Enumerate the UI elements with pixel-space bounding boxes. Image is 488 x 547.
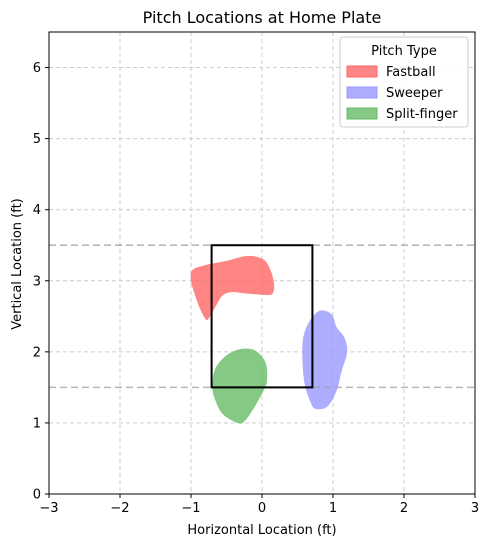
density-region-split-finger [212,348,268,424]
chart-title: Pitch Locations at Home Plate [143,8,382,27]
legend-label-sweeper: Sweeper [386,86,443,101]
x-tick-label: 0 [258,501,266,516]
y-axis-label: Vertical Location (ft) [10,198,25,330]
legend-label-split-finger: Split-finger [386,107,458,122]
y-tick-label: 3 [33,274,41,289]
legend-label-fastball: Fastball [386,65,436,80]
x-tick-label: 3 [471,501,479,516]
axis-ticks: −3 −2 −1 0 1 2 3 0 1 2 3 4 5 6 [33,61,479,516]
y-tick-label: 5 [33,132,41,147]
x-tick-label: −1 [181,501,200,516]
y-tick-label: 4 [33,203,41,218]
legend-box [339,36,469,128]
x-tick-label: −3 [39,501,58,516]
legend-title: Pitch Type [371,44,437,59]
density-region-sweeper [302,310,348,410]
y-tick-label: 0 [33,488,41,503]
y-tick-label: 1 [33,416,41,431]
legend-swatch-split-finger [346,107,378,120]
density-region-fastball [190,255,275,321]
legend-swatch-fastball [346,65,378,78]
legend: Pitch Type Fastball Sweeper Split-finger [339,36,469,128]
y-tick-label: 2 [33,345,41,360]
x-tick-label: 1 [329,501,337,516]
y-tick-label: 6 [33,61,41,76]
x-tick-label: −2 [110,501,129,516]
x-axis-label: Horizontal Location (ft) [187,523,336,538]
legend-swatch-sweeper [346,86,378,99]
x-tick-label: 2 [400,501,408,516]
strike-zone [210,244,314,389]
